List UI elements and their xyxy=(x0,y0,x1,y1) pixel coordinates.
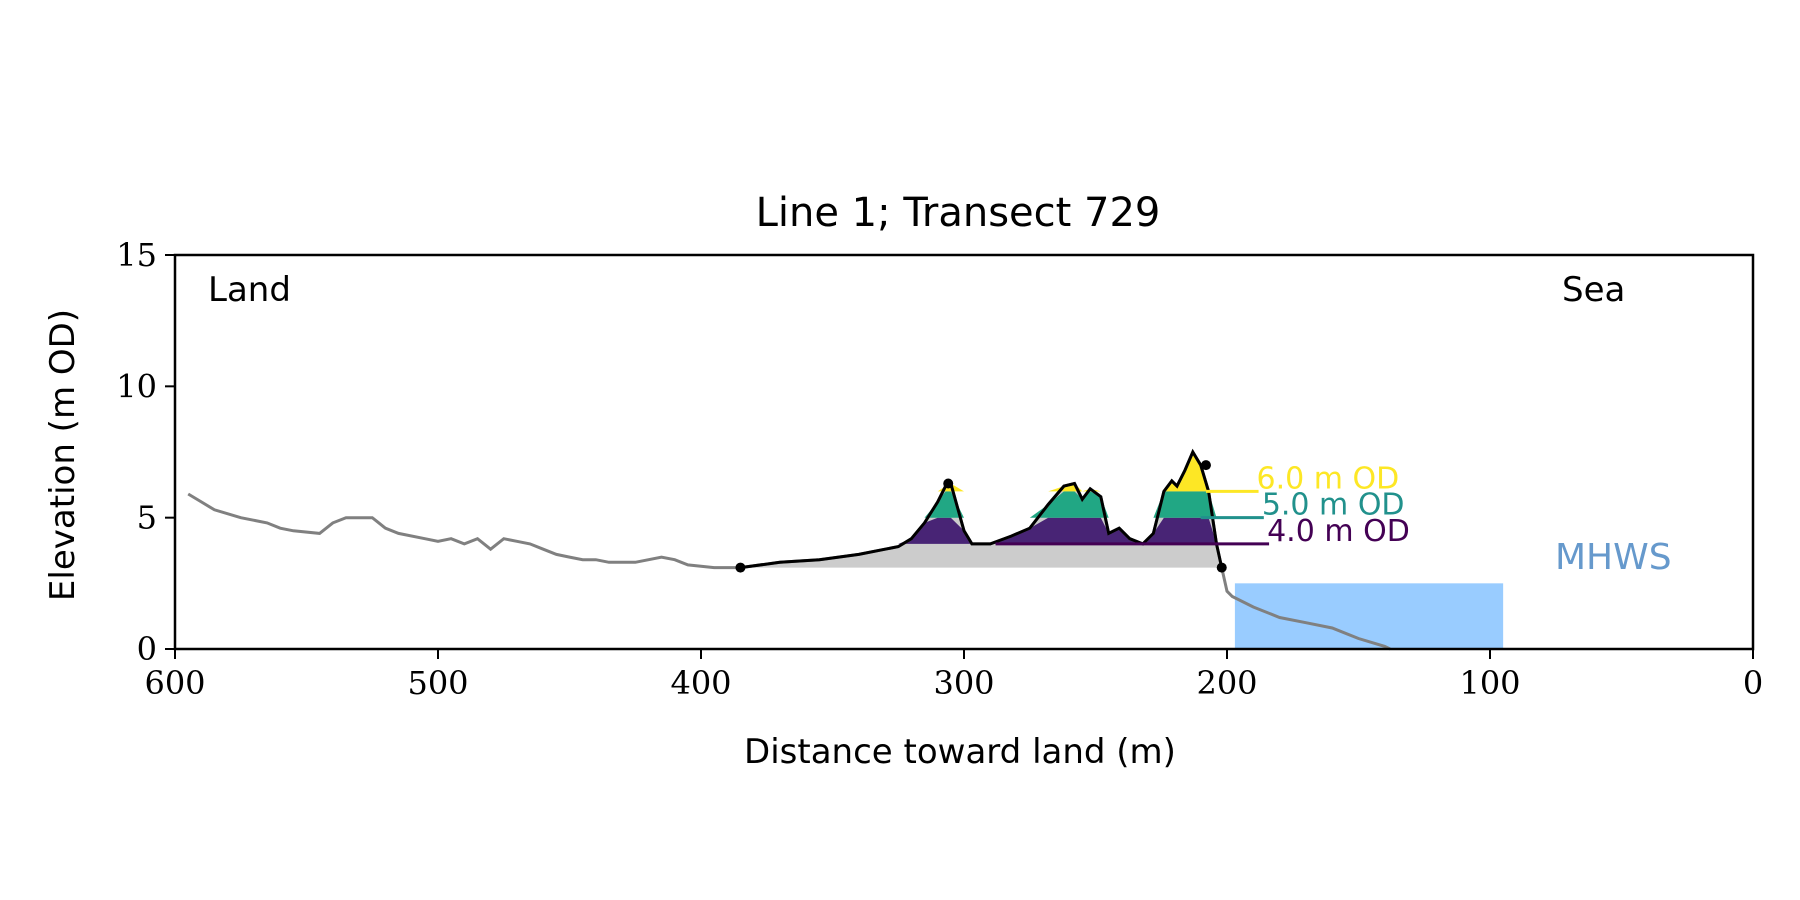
x-tick-label: 400 xyxy=(670,664,731,702)
mhws-label: MHWS xyxy=(1555,537,1672,578)
y-tick-label: 0 xyxy=(137,630,157,668)
volume-fill xyxy=(740,452,1222,568)
level-label-4: 4.0 m OD xyxy=(1267,514,1410,549)
x-tick-label: 200 xyxy=(1196,664,1257,702)
level-label-5: 5.0 m OD xyxy=(1262,488,1405,523)
volume-profile-line xyxy=(740,448,1224,570)
x-axis-label: Distance toward land (m) xyxy=(744,732,1176,772)
marker-point xyxy=(735,562,746,573)
marker-point xyxy=(1216,562,1227,573)
x-tick-label: 600 xyxy=(144,664,205,702)
y-axis-label: Elevation (m OD) xyxy=(43,309,83,601)
level-label-6: 6.0 m OD xyxy=(1257,461,1400,496)
level-band-4 xyxy=(740,517,1222,544)
x-tick-label: 300 xyxy=(933,664,994,702)
land-label: Land xyxy=(208,270,291,310)
level-band-6 xyxy=(740,452,1222,492)
x-tick-label: 0 xyxy=(1743,664,1763,702)
x-tick-label: 100 xyxy=(1459,664,1520,702)
level-band-5 xyxy=(740,491,1222,518)
sea-label: Sea xyxy=(1562,270,1625,310)
chart-title: Line 1; Transect 729 xyxy=(756,190,1161,236)
y-tick-label: 15 xyxy=(116,236,157,274)
x-tick-label: 500 xyxy=(407,664,468,702)
marker-point xyxy=(1200,460,1211,471)
y-tick-label: 10 xyxy=(116,367,157,405)
plot-frame xyxy=(173,253,1755,651)
marker-point xyxy=(943,478,954,489)
y-tick-label: 5 xyxy=(137,499,157,537)
